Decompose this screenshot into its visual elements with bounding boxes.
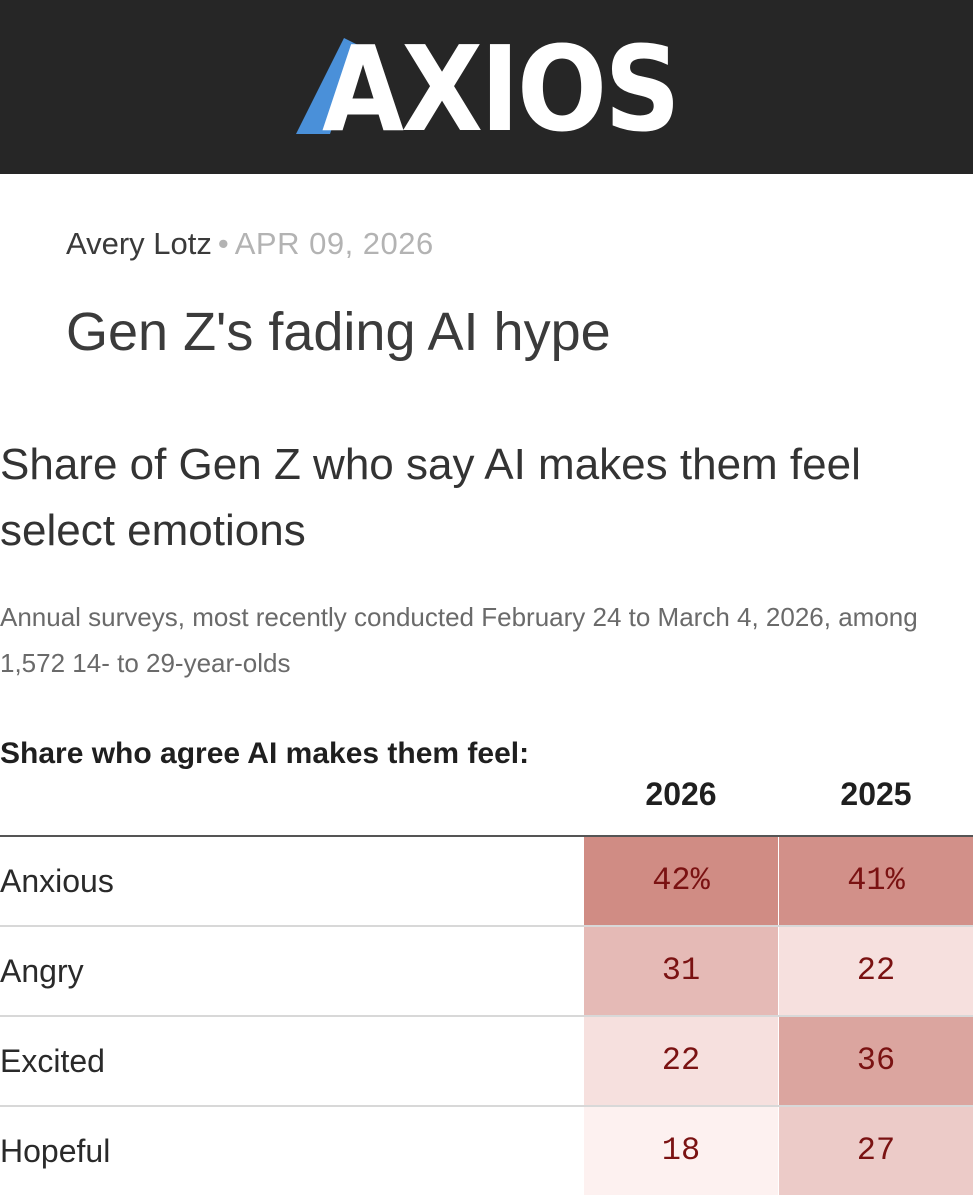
- heat-cell: 22: [584, 1017, 778, 1105]
- table-row: Excited 22 36: [0, 1017, 973, 1107]
- author-name[interactable]: Avery Lotz: [66, 226, 212, 261]
- row-label-anxious: Anxious: [0, 863, 114, 899]
- publish-date: APR 09, 2026: [234, 226, 434, 261]
- logo-text: AXIOS: [322, 38, 678, 134]
- heat-cell: 27: [779, 1107, 973, 1195]
- column-header-2025: 2025: [840, 776, 912, 812]
- chart-title: Share of Gen Z who say AI makes them fee…: [0, 440, 861, 555]
- row-label-angry: Angry: [0, 953, 84, 989]
- emotion-table: Anxious 42% 41% Angry 31 22 Excited 22 3…: [0, 835, 973, 1195]
- byline-separator: •: [217, 226, 229, 261]
- heat-cell: 22: [779, 927, 973, 1015]
- axios-logo[interactable]: AXIOS: [296, 38, 680, 134]
- chart-subtitle: Annual surveys, most recently conducted …: [0, 602, 918, 678]
- table-row: Angry 31 22: [0, 927, 973, 1017]
- row-label-excited: Excited: [0, 1043, 105, 1079]
- heat-cell: 42%: [584, 837, 778, 925]
- byline: Avery Lotz • APR 09, 2026: [66, 226, 434, 262]
- heat-cell: 36: [779, 1017, 973, 1105]
- heat-cell: 31: [584, 927, 778, 1015]
- masthead: AXIOS: [0, 0, 973, 174]
- row-header: Share who agree AI makes them feel:: [0, 737, 530, 770]
- heat-cell: 18: [584, 1107, 778, 1195]
- article-headline: Gen Z's fading AI hype: [66, 302, 611, 362]
- row-label-hopeful: Hopeful: [0, 1133, 111, 1169]
- column-header-2026: 2026: [645, 776, 717, 812]
- table-row: Anxious 42% 41%: [0, 837, 973, 927]
- table-row: Hopeful 18 27: [0, 1107, 973, 1195]
- logo-accent-stroke: [296, 38, 360, 134]
- heat-cell: 41%: [779, 837, 973, 925]
